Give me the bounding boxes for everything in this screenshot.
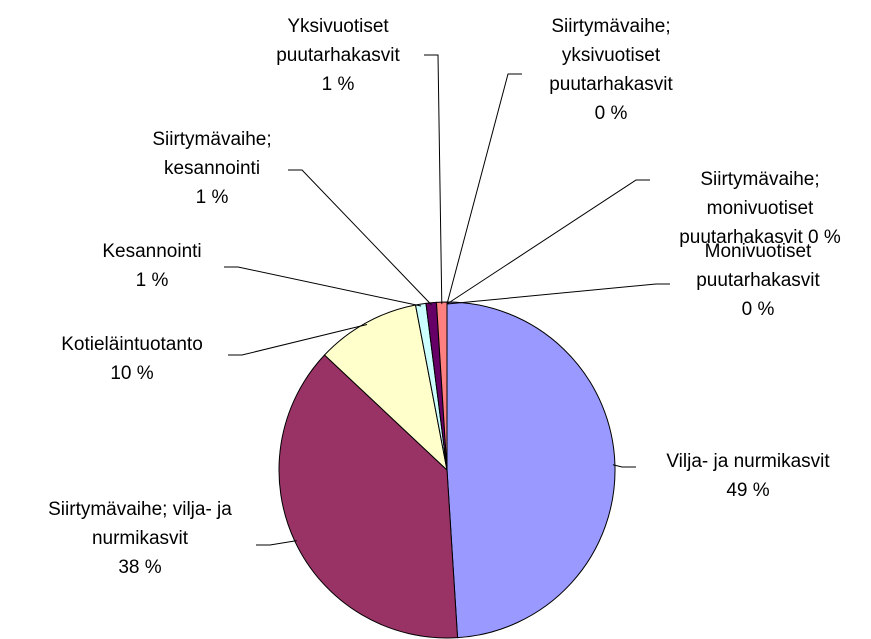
leader-line [288,169,432,306]
pie-slice [446,301,616,639]
category-label: Monivuotiset puutarhakasvit [696,241,820,291]
slice-label: Vilja- ja nurmikasvit 49 % [628,447,868,505]
value-label: 0 % [741,299,775,320]
slice-label: Siirtymävaihe; vilja- ja nurmikasvit 38 … [5,495,275,582]
category-label: Siirtymävaihe; vilja- ja nurmikasvit [48,499,232,549]
category-label: Siirtymävaihe; kesannointi [152,129,272,179]
leader-line [424,54,443,305]
slice-label: Siirtymävaihe; kesannointi 1 % [132,125,292,212]
slice-label: Yksivuotiset puutarhakasvit 1 % [258,12,418,99]
slice-label: Kotieläintuotanto 10 % [22,330,242,388]
value-label: 1 % [195,187,229,208]
leader-line [446,283,670,305]
category-label: Siirtymävaihe; monivuotiset puutarhakasv… [679,169,820,248]
leader-line [256,540,297,546]
value-label: 0 % [808,227,841,248]
pie-slice [278,354,459,639]
value-label: 1 % [321,74,355,95]
slice-label: Siirtymävaihe; yksivuotiset puutarhakasv… [526,12,696,128]
slice-label: Monivuotiset puutarhakasvit 0 % [658,237,858,324]
slice-label: Kesannointi 1 % [72,237,232,295]
leader-line [224,266,422,307]
category-label: Vilja- ja nurmikasvit [666,451,830,472]
leader-line [228,324,368,356]
leader-line [612,464,636,468]
value-label: 1 % [135,270,169,291]
leader-line [446,179,650,305]
slice-label: Siirtymävaihe; monivuotiset puutarhakasv… [660,165,860,252]
value-label: 0 % [594,103,628,124]
value-label: 49 % [726,480,770,501]
category-label: Yksivuotiset puutarhakasvit [276,16,400,66]
category-label: Siirtymävaihe; yksivuotiset puutarhakasv… [549,16,673,95]
value-label: 38 % [118,557,162,578]
leader-line [446,73,522,305]
category-label: Kotieläintuotanto [61,334,203,355]
value-label: 10 % [110,363,154,384]
pie-slice [323,304,448,472]
category-label: Kesannointi [102,241,202,262]
